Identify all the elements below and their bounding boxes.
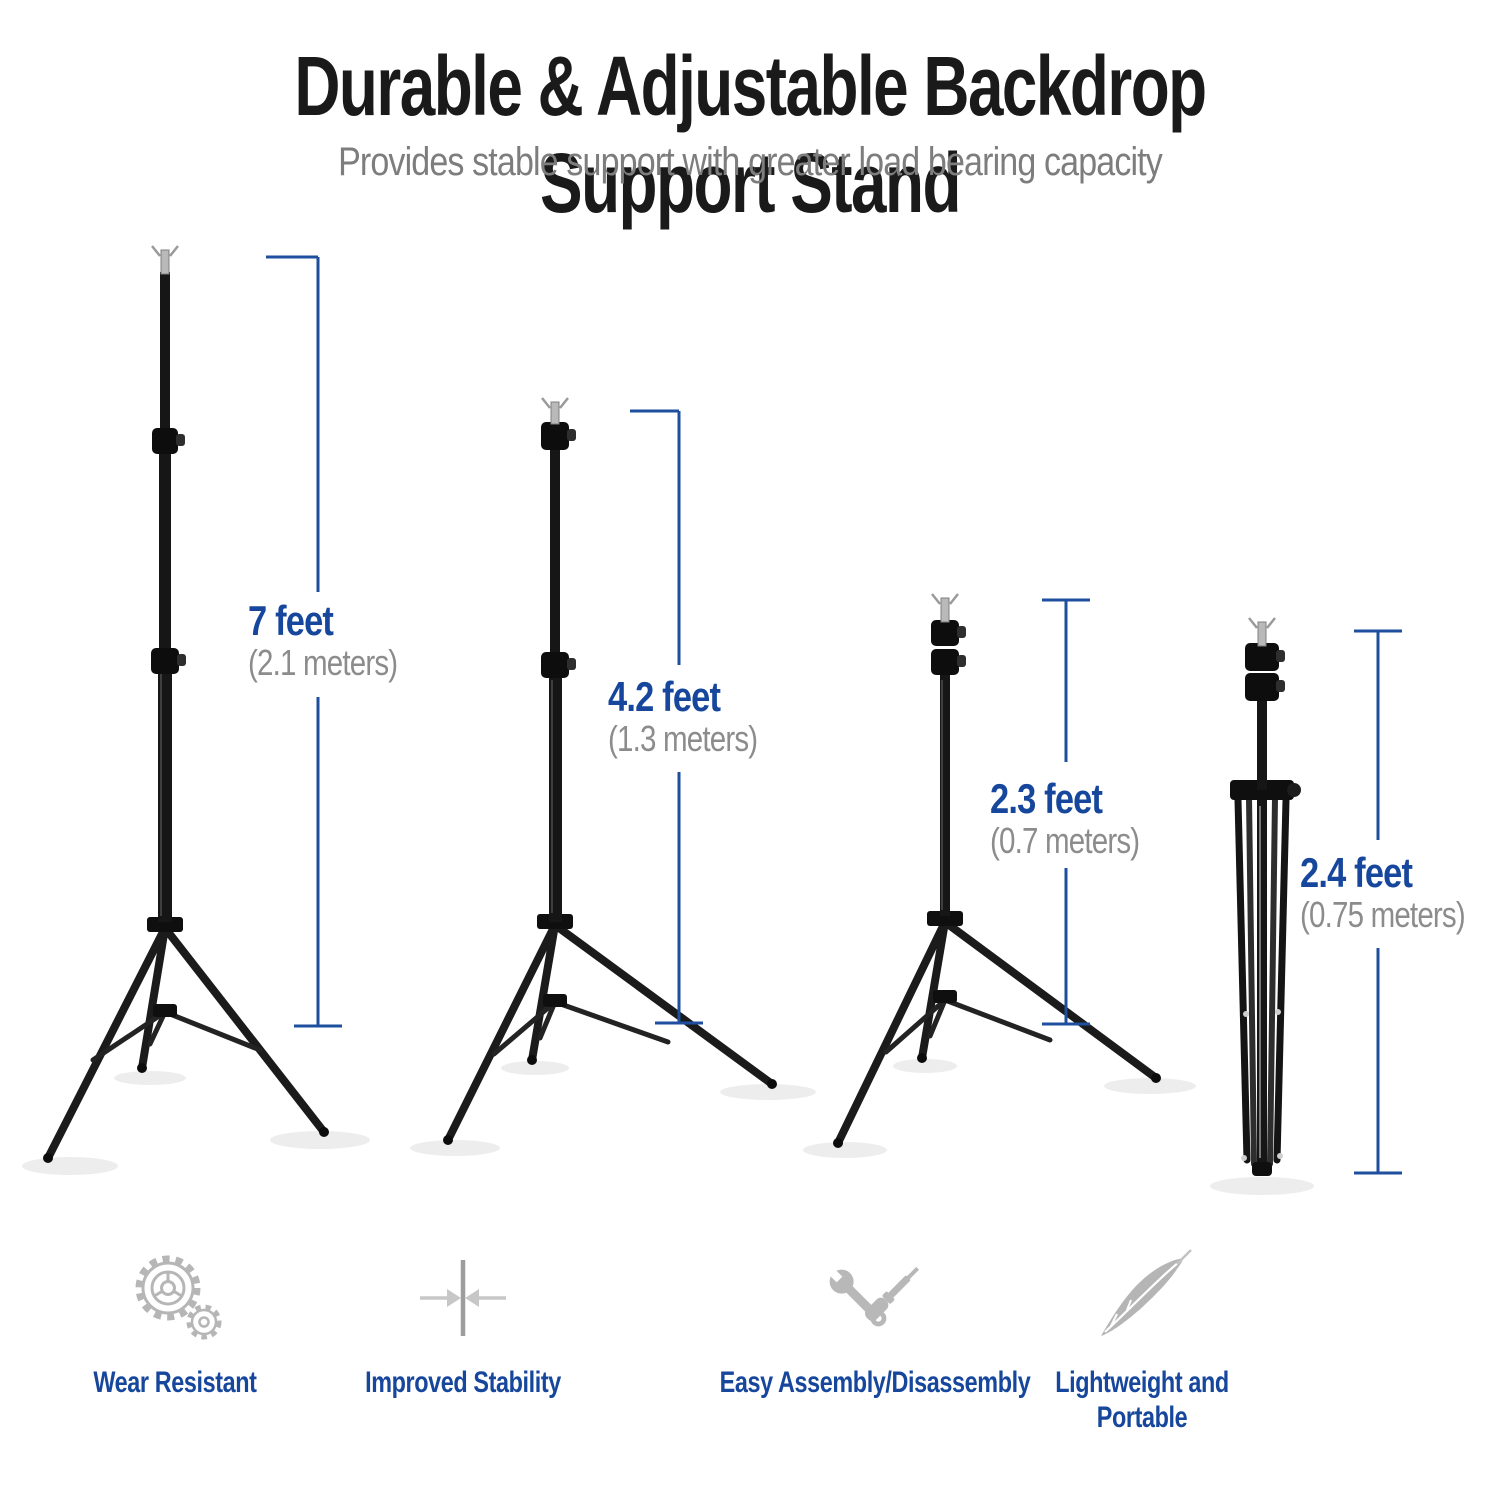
ground-shadows <box>410 1061 816 1156</box>
measure-line-4-2ft <box>630 409 703 1025</box>
feature-label-wear-resistant: Wear Resistant <box>93 1366 257 1399</box>
feature-label-improved-stability: Improved Stability <box>365 1366 561 1399</box>
center-pole <box>931 620 966 916</box>
measure-line-folded <box>1354 629 1402 1175</box>
spigot <box>1248 617 1276 647</box>
gears-icon <box>135 1255 222 1340</box>
tripod-legs <box>833 911 1161 1148</box>
height-feet-value: 4.2 feet <box>608 673 721 720</box>
converge-arrows-icon <box>420 1260 506 1336</box>
center-pole <box>1245 643 1285 790</box>
measure-line-7ft <box>266 255 342 1028</box>
height-meters-value: (2.1 meters) <box>248 642 398 683</box>
height-feet-value: 2.4 feet <box>1300 849 1413 896</box>
stand-folded <box>1210 617 1314 1195</box>
spigot <box>151 245 179 275</box>
height-meters-value: (0.7 meters) <box>990 820 1140 861</box>
screwdriver-icon <box>865 1266 920 1321</box>
ground-shadow <box>1210 1177 1314 1195</box>
tools-icon <box>826 1266 920 1327</box>
feature-label-easy-assembly: Easy Assembly/Disassembly <box>719 1366 1031 1399</box>
dimension-label-7ft: 7 feet (2.1 meters) <box>248 597 398 684</box>
height-meters-value: (1.3 meters) <box>608 718 758 759</box>
folded-legs-bundle <box>1234 795 1290 1176</box>
stand-4-2ft <box>410 397 816 1156</box>
dimension-label-4-2ft: 4.2 feet (1.3 meters) <box>608 673 758 760</box>
page-title: Durable & Adjustable Backdrop Support St… <box>294 39 1207 230</box>
height-feet-value: 7 feet <box>248 597 334 644</box>
tripod-legs <box>43 917 329 1163</box>
spigot <box>931 593 959 623</box>
dimension-label-folded: 2.4 feet (0.75 meters) <box>1300 849 1466 936</box>
center-pole <box>541 422 576 922</box>
ground-shadows <box>22 1071 370 1175</box>
page-subtitle: Provides stable support with greater loa… <box>338 140 1163 184</box>
feature-label-lightweight-portable: Lightweight and Portable <box>1055 1366 1229 1434</box>
height-meters-value: (0.75 meters) <box>1300 894 1466 935</box>
stand-7ft <box>22 245 370 1175</box>
dimension-label-2-3ft: 2.3 feet (0.7 meters) <box>990 775 1140 862</box>
spigot <box>541 397 569 425</box>
feather-icon <box>1101 1249 1192 1336</box>
center-pole <box>151 272 186 922</box>
measure-line-2-3ft <box>1042 598 1090 1026</box>
ground-shadows <box>803 1059 1196 1158</box>
tripod-legs <box>443 914 777 1145</box>
height-feet-value: 2.3 feet <box>990 775 1103 822</box>
stand-2-3ft <box>803 593 1196 1158</box>
wrench-icon <box>826 1266 887 1327</box>
